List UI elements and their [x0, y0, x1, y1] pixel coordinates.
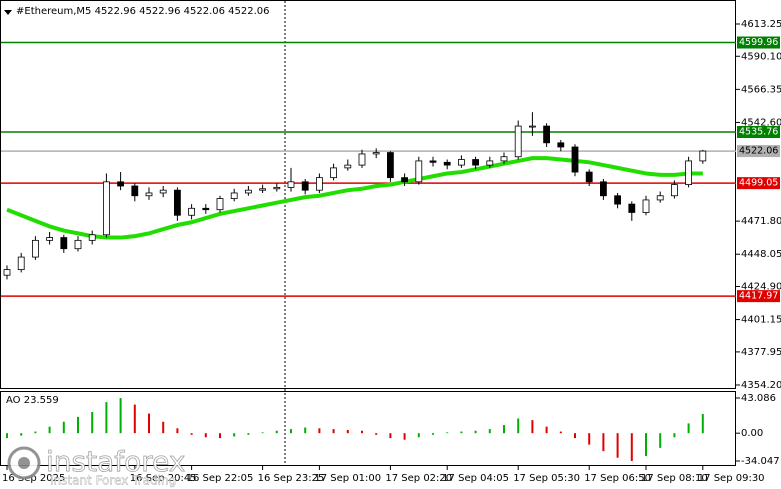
candle-body — [301, 181, 309, 191]
candle-body — [145, 192, 153, 197]
y-tick-label: 4613.25 — [741, 19, 781, 30]
candle-body — [287, 181, 295, 188]
y-tick-label: 4448.05 — [741, 249, 781, 260]
level-label: 4417.97 — [739, 291, 778, 302]
y-tick-label: 4424.90 — [741, 281, 781, 292]
candle-body — [60, 237, 68, 250]
ao-label: AO 23.559 — [6, 395, 59, 406]
candle-body — [443, 161, 451, 166]
ao-tick-label: -34.047 — [741, 456, 780, 467]
candle-body — [230, 192, 238, 199]
candle-body — [386, 152, 394, 179]
y-tick-label: 4566.35 — [741, 84, 781, 95]
watermark-brand: instaforex — [46, 445, 185, 478]
candle-body — [273, 186, 281, 190]
candle-body — [74, 239, 82, 250]
x-tick-label: 17 Sep 02:20 — [385, 473, 452, 484]
x-tick-label: 17 Sep 04:05 — [442, 473, 509, 484]
candle-body — [188, 207, 196, 216]
level-label: 4599.96 — [739, 37, 778, 48]
x-tick-label: 16 Sep 2025 — [2, 473, 65, 484]
x-tick-label: 17 Sep 01:00 — [314, 473, 381, 484]
candle-body — [514, 125, 522, 158]
candle-body — [131, 185, 139, 197]
candle-body — [543, 125, 550, 144]
level-label: 4535.76 — [739, 126, 778, 137]
title-arrow — [4, 10, 12, 15]
ao-frame — [0, 391, 736, 466]
watermark-tagline: Instant Forex Trading — [50, 474, 176, 488]
candle-body — [344, 164, 352, 169]
candle-body — [529, 125, 536, 128]
level-label-box — [737, 290, 780, 303]
x-tick-label: 16 Sep 22:05 — [187, 473, 254, 484]
candle-body — [3, 269, 11, 276]
main-frame — [0, 0, 736, 389]
ao-tick-label: 43.086 — [741, 393, 776, 404]
candle-body — [159, 189, 167, 194]
x-tick-label: 17 Sep 06:50 — [584, 473, 651, 484]
candle-body — [358, 153, 366, 166]
level-label-box — [737, 145, 780, 158]
ao-tick-label: 0.00 — [741, 428, 763, 439]
x-tick-label: 17 Sep 08:10 — [641, 473, 708, 484]
candle-body — [457, 159, 465, 166]
y-tick-label: 4354.20 — [741, 380, 781, 391]
y-tick-label: 4471.80 — [741, 216, 781, 227]
candle-body — [628, 203, 636, 213]
level-label: 4522.06 — [739, 146, 778, 157]
level-label: 4499.05 — [739, 178, 778, 189]
x-tick-label: 17 Sep 09:30 — [698, 473, 765, 484]
x-tick-label: 16 Sep 20:45 — [130, 473, 197, 484]
candle-body — [557, 142, 565, 148]
watermark: instaforex Instant Forex Trading — [7, 445, 186, 488]
candle-body — [685, 160, 692, 186]
level-label-box — [737, 36, 780, 49]
candle-body — [585, 171, 593, 183]
chart-title: #Ethereum,M5 4522.96 4522.96 4522.06 452… — [16, 6, 270, 17]
y-tick-label: 4542.60 — [741, 117, 781, 128]
candle-body — [202, 207, 210, 211]
watermark-logo-dot — [18, 457, 30, 469]
y-tick-label: 4590.10 — [741, 51, 781, 62]
candle-body — [259, 188, 267, 191]
candle-body — [429, 160, 437, 163]
candle-body — [600, 181, 607, 197]
candle-body — [117, 181, 124, 187]
candle-body — [472, 159, 480, 166]
candle-body — [656, 195, 664, 201]
candle-body — [103, 181, 110, 236]
candle-body — [216, 198, 224, 211]
y-tick-label: 4401.15 — [741, 315, 781, 326]
candle-body — [699, 150, 707, 162]
candle-body — [315, 177, 323, 191]
candle-body — [500, 156, 508, 162]
level-label-box — [737, 177, 780, 190]
candle-body — [671, 184, 678, 197]
candle-body — [401, 177, 409, 183]
candle-body — [642, 199, 650, 213]
candle-body — [17, 256, 25, 271]
candle-body — [330, 167, 338, 179]
x-tick-label: 16 Sep 23:25 — [258, 473, 325, 484]
candle-body — [173, 189, 181, 216]
candle-body — [415, 160, 423, 183]
y-tick-label: 4377.95 — [741, 347, 781, 358]
candle-body — [46, 237, 53, 241]
candle-body — [614, 195, 621, 205]
candle-body — [486, 160, 494, 166]
candle-body — [372, 152, 380, 155]
candle-body — [32, 239, 39, 258]
x-tick-label: 17 Sep 05:30 — [513, 473, 580, 484]
candle-body — [244, 189, 252, 194]
moving-average — [6, 156, 703, 240]
level-label-box — [737, 125, 780, 138]
candle-body — [88, 234, 96, 241]
candle-body — [571, 146, 579, 173]
